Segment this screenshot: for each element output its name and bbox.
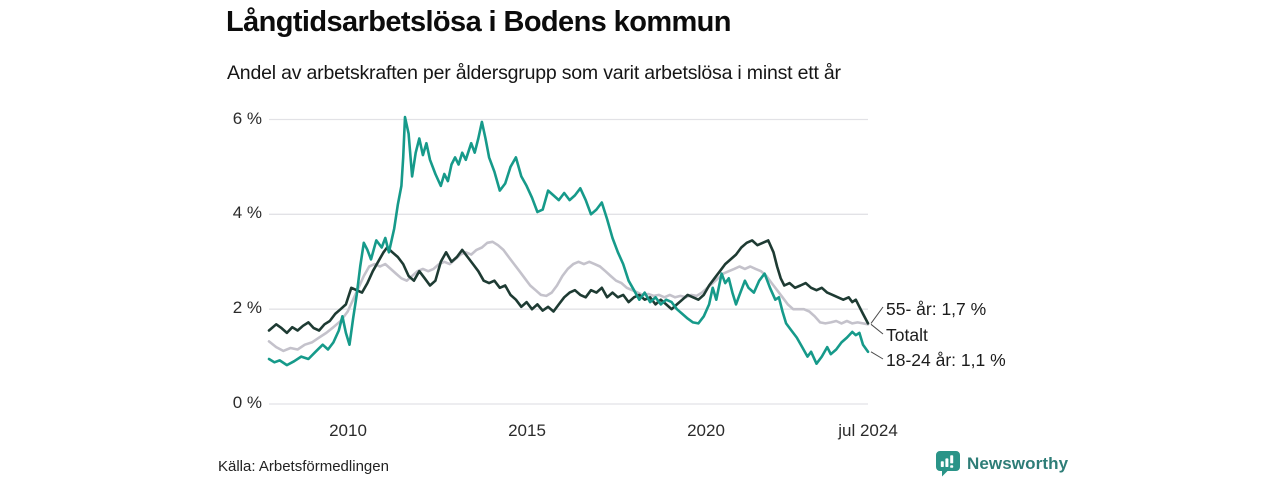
series-line-18-24 [267, 115, 870, 367]
leader-line-55 [870, 306, 884, 324]
y-axis-label: 4 % [232, 203, 262, 222]
source-note: Källa: Arbetsförmedlingen [218, 458, 389, 475]
brand-name: Newsworthy [967, 454, 1069, 473]
y-axis-label: 6 % [232, 109, 262, 128]
y-axis-label: 2 % [232, 298, 262, 317]
series-end-label-55: 55- år: 1,7 % [886, 299, 987, 319]
series-line-55 [267, 239, 870, 335]
newsworthy-chart-bubble-icon [936, 451, 960, 477]
leader-line-total [870, 323, 884, 335]
series-end-label-total: Totalt [886, 325, 928, 345]
x-axis-label: 2020 [687, 421, 725, 440]
series-line-total [267, 240, 870, 353]
page-title: Långtidsarbetslösa i Bodens kommun [226, 6, 732, 38]
x-axis-label: jul 2024 [838, 421, 898, 440]
x-axis-label: 2015 [508, 421, 546, 440]
brand-logo: Newsworthy [936, 451, 1068, 477]
chart-subtitle: Andel av arbetskraften per åldersgrupp s… [227, 62, 841, 84]
x-axis-label: 2010 [329, 421, 367, 440]
series-end-label-18-24: 18-24 år: 1,1 % [886, 350, 1006, 370]
y-axis-label: 0 % [232, 393, 262, 412]
leader-line-18-24 [870, 351, 884, 360]
